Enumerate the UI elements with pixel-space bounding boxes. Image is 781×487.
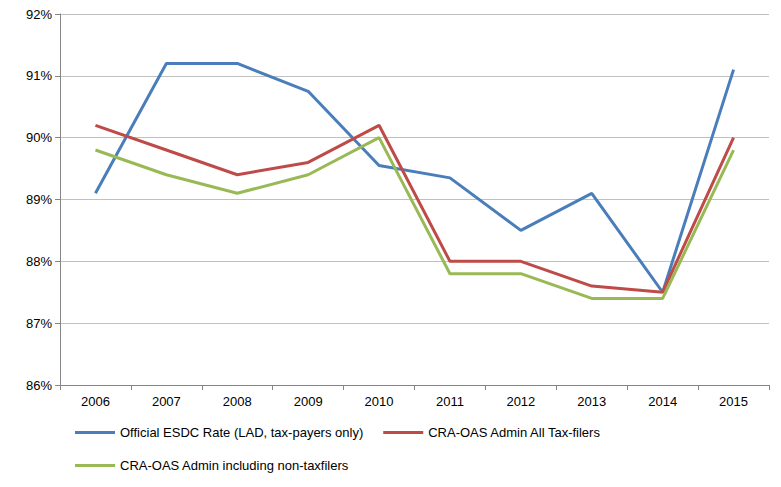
svg-text:91%: 91% (26, 68, 52, 83)
svg-text:90%: 90% (26, 130, 52, 145)
svg-text:2015: 2015 (719, 394, 748, 409)
svg-text:CRA-OAS Admin including non-ta: CRA-OAS Admin including non-taxfilers (120, 458, 349, 473)
svg-text:2011: 2011 (436, 394, 464, 409)
svg-text:89%: 89% (26, 192, 52, 207)
svg-text:2008: 2008 (223, 394, 252, 409)
svg-text:2009: 2009 (294, 394, 323, 409)
svg-text:2006: 2006 (81, 394, 110, 409)
svg-text:2014: 2014 (648, 394, 677, 409)
svg-text:2007: 2007 (152, 394, 181, 409)
svg-text:2010: 2010 (365, 394, 394, 409)
svg-text:87%: 87% (26, 316, 52, 331)
svg-text:92%: 92% (26, 7, 52, 22)
svg-text:CRA-OAS Admin All Tax-filers: CRA-OAS Admin All Tax-filers (428, 425, 600, 440)
svg-text:Official ESDC Rate (LAD, tax-p: Official ESDC Rate (LAD, tax-payers only… (120, 425, 363, 440)
svg-text:88%: 88% (26, 254, 52, 269)
svg-text:2012: 2012 (506, 394, 535, 409)
svg-text:2013: 2013 (577, 394, 606, 409)
svg-text:86%: 86% (26, 378, 52, 393)
